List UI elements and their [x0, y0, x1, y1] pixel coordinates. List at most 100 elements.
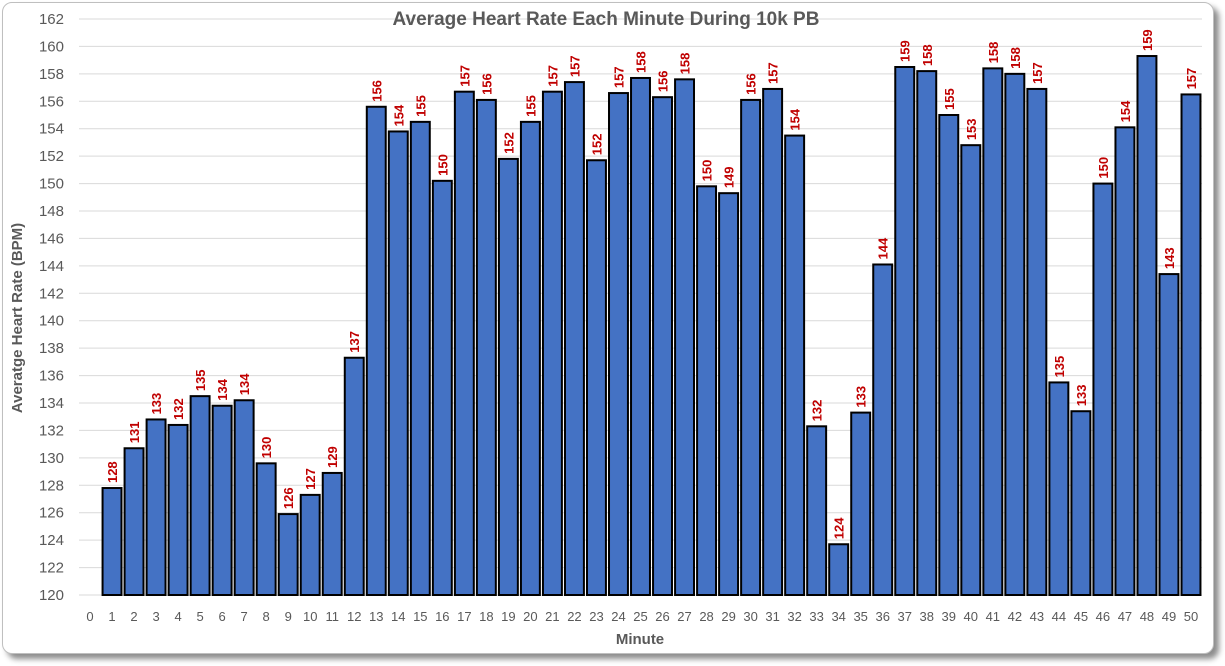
bar — [123, 447, 145, 596]
x-tick-label: 44 — [1052, 609, 1066, 624]
data-label: 144 — [876, 237, 891, 259]
x-tick-label: 34 — [831, 609, 845, 624]
bar — [630, 76, 651, 596]
bar — [167, 423, 189, 597]
bar — [1026, 87, 1048, 596]
data-label: 157 — [611, 66, 626, 88]
x-tick-label: 23 — [589, 609, 603, 624]
bar — [828, 543, 850, 596]
data-label: 134 — [215, 378, 230, 400]
x-tick-label: 10 — [303, 609, 317, 624]
bar — [145, 418, 167, 597]
x-tick-label: 13 — [369, 609, 383, 624]
data-label: 156 — [744, 73, 759, 95]
bar — [1004, 72, 1026, 597]
bar — [1114, 126, 1136, 596]
x-tick-label: 12 — [347, 609, 361, 624]
y-tick-label: 162 — [39, 11, 64, 28]
bar — [585, 159, 607, 596]
data-label: 158 — [634, 51, 649, 73]
y-axis-title: Averatge Heart Rate (BPM) — [9, 223, 26, 413]
x-tick-label: 7 — [241, 609, 248, 624]
data-label: 150 — [700, 160, 715, 182]
data-label: 152 — [589, 134, 604, 156]
y-tick-label: 146 — [39, 230, 64, 247]
y-tick-label: 144 — [39, 258, 64, 275]
x-tick-label: 6 — [219, 609, 226, 624]
x-tick-label: 0 — [86, 609, 93, 624]
x-tick-label: 20 — [523, 609, 537, 624]
x-tick-label: 30 — [743, 609, 757, 624]
x-tick-label: 33 — [809, 609, 823, 624]
y-tick-label: 148 — [39, 203, 64, 220]
bar — [1158, 273, 1180, 596]
x-tick-label: 37 — [898, 609, 912, 624]
bar — [850, 411, 872, 596]
bar — [541, 90, 563, 597]
bar — [387, 130, 409, 596]
x-tick-label: 41 — [986, 609, 1000, 624]
data-labels: 128 131 133 132 135 134 134 130 126 127 129 137 156 1… — [105, 29, 1199, 539]
y-tick-label: 126 — [39, 505, 64, 522]
data-label: 131 — [127, 422, 142, 444]
x-tick-label: 36 — [875, 609, 889, 624]
bar — [652, 96, 673, 597]
bar — [916, 70, 938, 597]
y-tick-label: 140 — [39, 313, 64, 330]
data-label: 157 — [457, 65, 472, 87]
bar — [1092, 182, 1114, 596]
x-tick-label: 3 — [152, 609, 159, 624]
bar — [233, 399, 255, 596]
x-axis-ticks: 0 1 2 3 4 5 6 7 8 9 10 11 12 13 14 15 16 17 18 19 20 21 22 23 24… — [86, 609, 1198, 624]
bar — [321, 471, 343, 597]
data-label: 133 — [149, 393, 164, 415]
bar — [409, 120, 431, 596]
data-label: 133 — [854, 386, 869, 408]
data-label: 152 — [501, 132, 516, 154]
bar — [674, 78, 696, 597]
data-label: 157 — [1030, 62, 1045, 84]
x-tick-label: 19 — [501, 609, 515, 624]
bar — [343, 356, 365, 596]
data-label: 124 — [832, 517, 847, 539]
x-tick-label: 27 — [677, 609, 691, 624]
bar — [211, 404, 233, 596]
bar — [1070, 410, 1092, 596]
data-label: 158 — [986, 42, 1001, 64]
data-label: 135 — [1052, 356, 1067, 378]
bar — [101, 487, 123, 596]
x-tick-label: 14 — [391, 609, 405, 624]
bar — [431, 179, 453, 596]
x-tick-label: 42 — [1008, 609, 1022, 624]
data-label: 159 — [898, 40, 913, 62]
bar — [1180, 93, 1202, 597]
x-tick-label: 15 — [413, 609, 427, 624]
bar — [718, 192, 740, 597]
bar — [608, 92, 629, 597]
y-tick-label: 132 — [39, 422, 64, 439]
y-tick-label: 130 — [39, 450, 64, 467]
data-label: 134 — [237, 373, 252, 395]
x-tick-label: 47 — [1118, 609, 1132, 624]
x-tick-label: 38 — [920, 609, 934, 624]
x-tick-label: 28 — [699, 609, 713, 624]
data-label: 157 — [1184, 68, 1199, 90]
data-label: 157 — [766, 62, 781, 84]
y-tick-label: 156 — [39, 93, 64, 110]
x-tick-label: 29 — [721, 609, 735, 624]
bar — [299, 493, 321, 596]
y-tick-label: 124 — [39, 532, 64, 549]
bar — [872, 263, 894, 596]
y-tick-label: 122 — [39, 560, 64, 577]
data-label: 129 — [325, 446, 340, 468]
x-axis-title: Minute — [616, 631, 664, 648]
data-label: 154 — [1118, 100, 1133, 122]
data-label: 155 — [523, 95, 538, 117]
bar — [894, 66, 916, 596]
bar — [1048, 381, 1070, 596]
x-tick-label: 32 — [787, 609, 801, 624]
bar — [982, 67, 1004, 597]
x-tick-label: 46 — [1096, 609, 1110, 624]
bar — [519, 120, 541, 596]
